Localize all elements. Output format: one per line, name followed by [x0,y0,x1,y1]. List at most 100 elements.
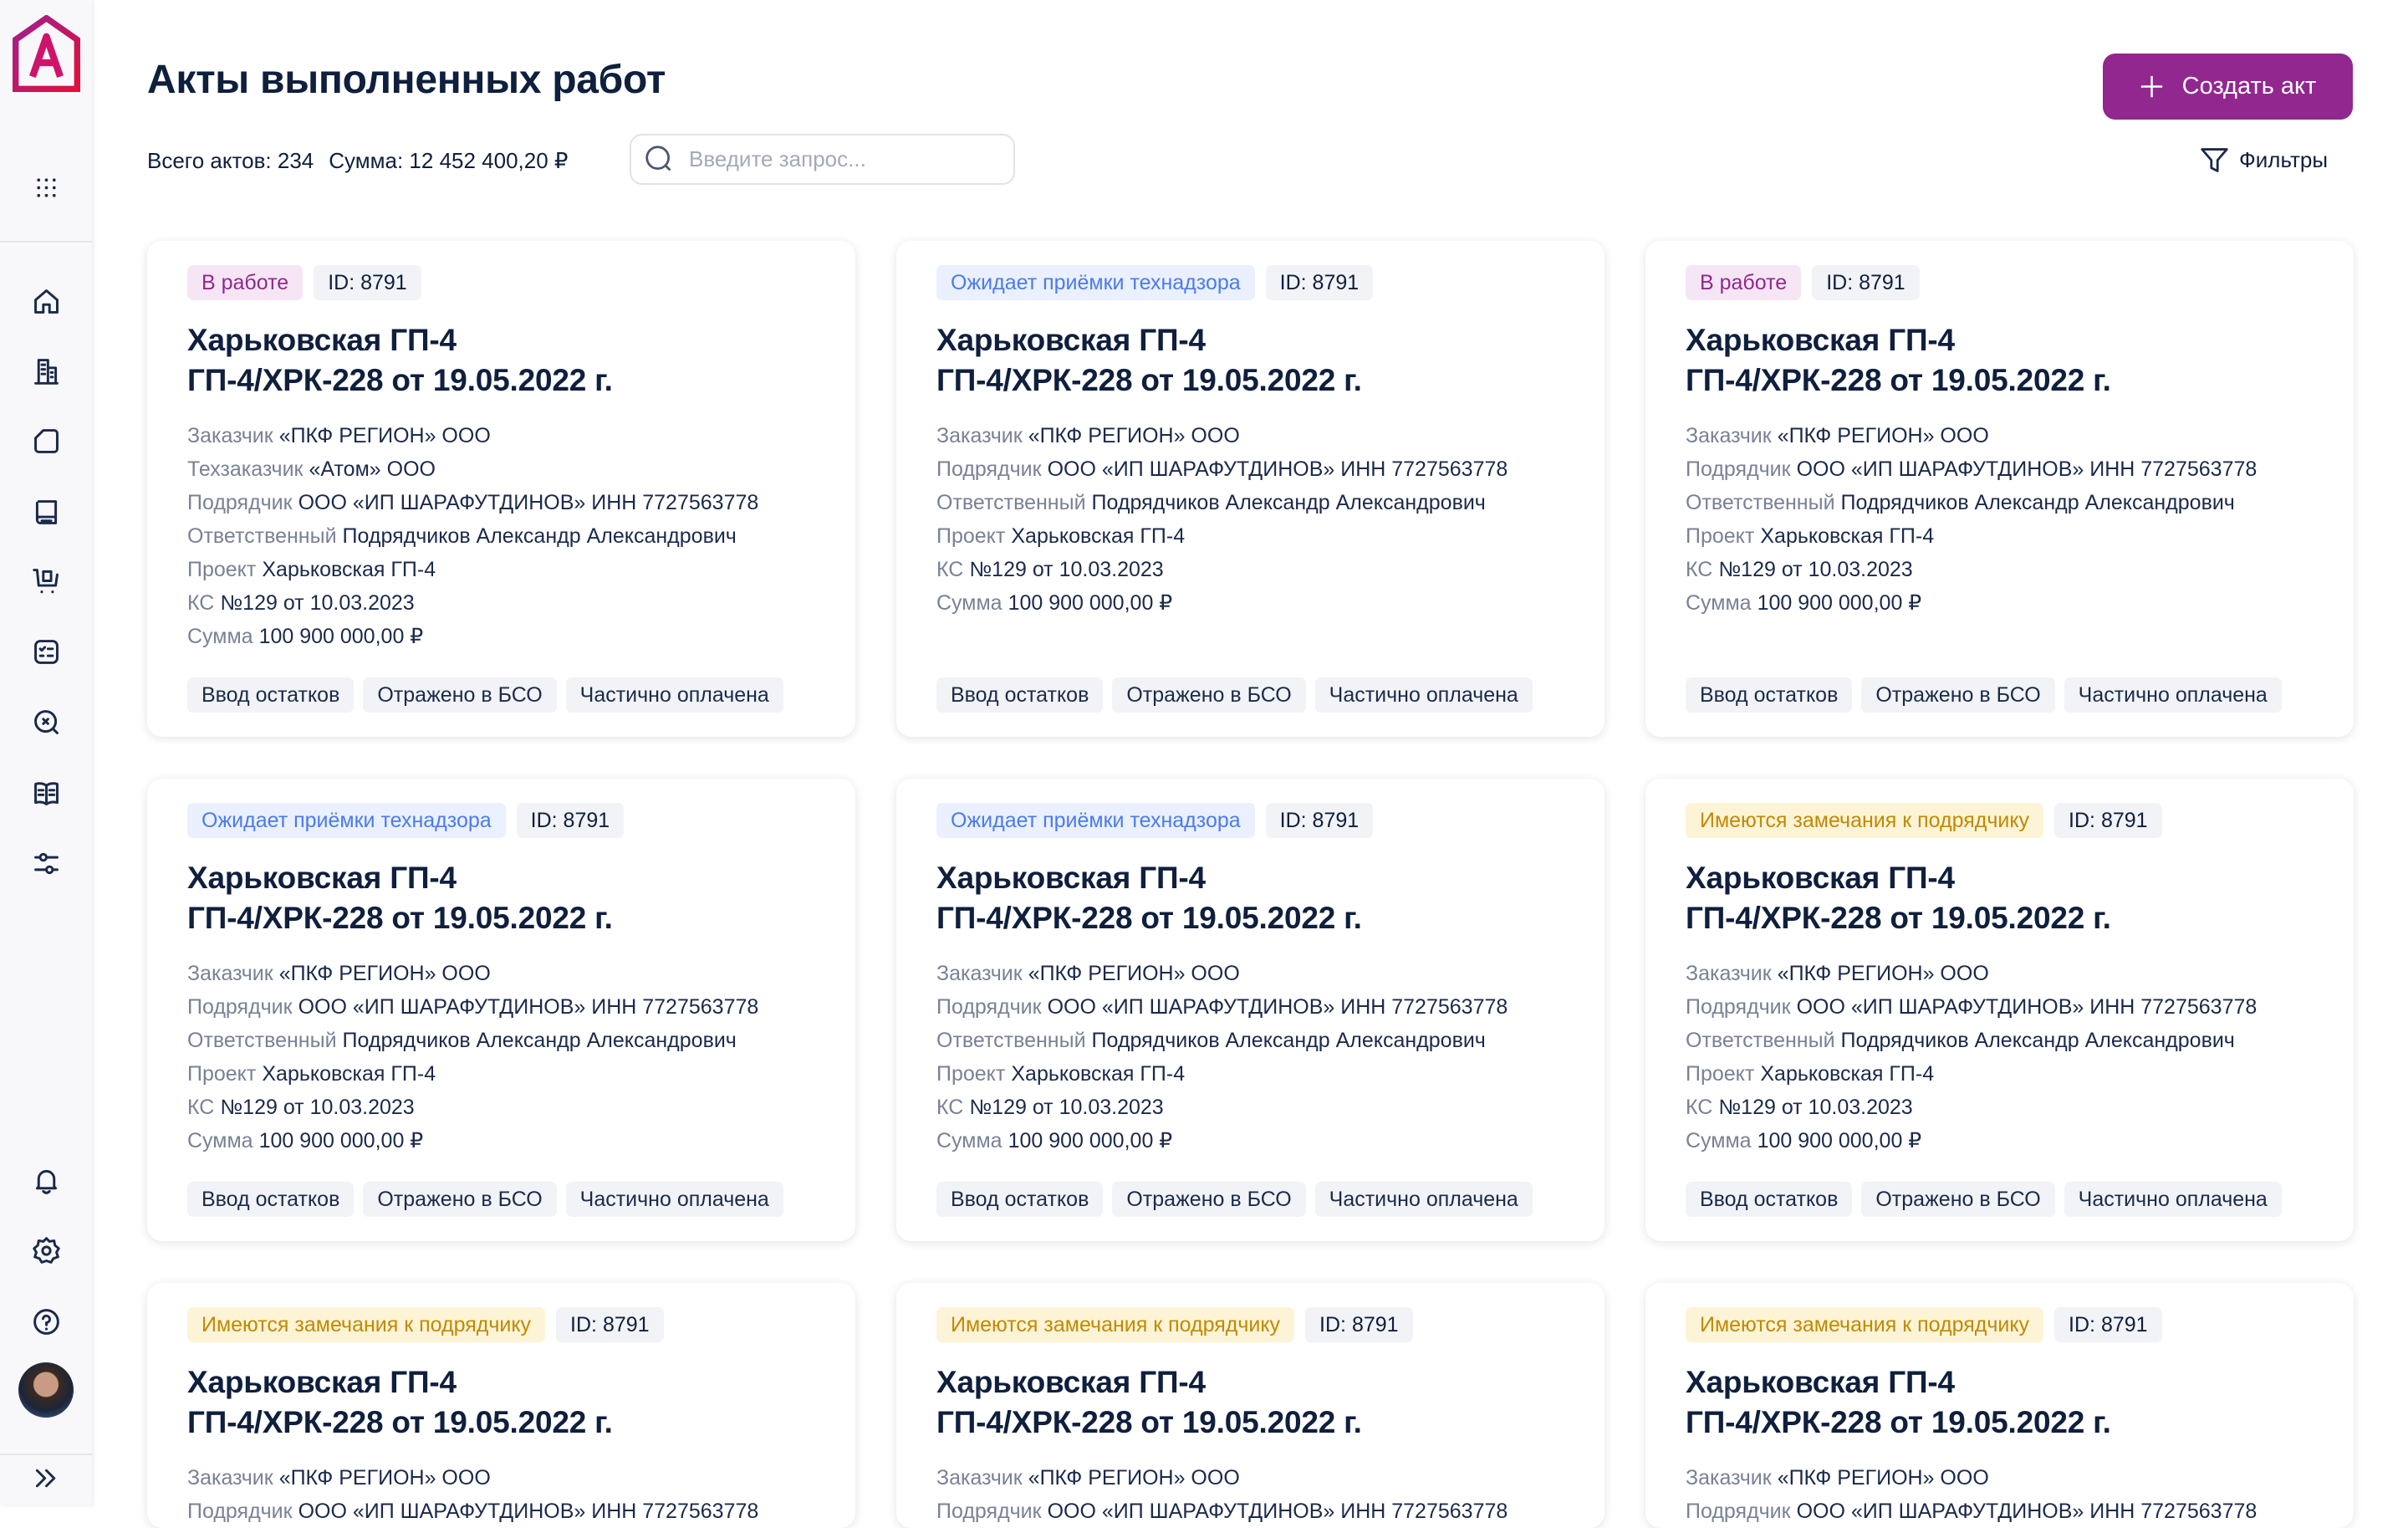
id-badge: ID: 8791 [1305,1307,1413,1342]
field-label: КС [187,591,215,615]
card-title[interactable]: Харьковская ГП-4 ГП-4/ХРК-228 от 19.05.20… [1686,320,2314,401]
act-card[interactable]: В работе ID: 8791 Харьковская ГП-4 ГП-4/ХРК… [147,241,855,737]
act-card[interactable]: Ожидает приёмки технадзора ID: 8791 Харько… [896,779,1604,1241]
tag-chip[interactable]: Ввод остатков [1686,677,1853,713]
avatar[interactable] [18,1362,74,1418]
act-card[interactable]: Имеются замечания к подрядчику ID: 8791 Ха… [147,1283,855,1528]
field-row: Сумма 100 900 000,00 ₽ [936,586,1564,620]
tag-chip[interactable]: Частично оплачена [1314,677,1533,713]
tag-chip[interactable]: Отражено в БСО [1861,1182,2055,1217]
filters-button[interactable]: Фильтры [2199,145,2328,176]
home-icon[interactable] [28,283,64,319]
field-row: Ответственный Подрядчиков Александр Алекс… [187,519,815,553]
tag-chip[interactable]: Ввод остатков [936,677,1104,713]
field-value: «ПКФ РЕГИОН» ООО [1028,962,1240,985]
card-tags: Ввод остатков Отражено в БСО Частично опла… [187,653,815,713]
apps-grid-icon[interactable] [28,169,64,206]
field-label: Подрядчик [1686,457,1791,481]
field-row: Сумма 100 900 000,00 ₽ [187,1124,815,1157]
card-badges: Имеются замечания к подрядчику ID: 8791 [1686,1307,2314,1342]
field-label: КС [1686,558,1713,581]
card-title[interactable]: Харьковская ГП-4 ГП-4/ХРК-228 от 19.05.20… [936,320,1564,401]
field-value: Харьковская ГП-4 [1760,524,1935,548]
field-row: Заказчик «ПКФ РЕГИОН» ООО [936,957,1564,990]
tag-chip[interactable]: Ввод остатков [187,677,355,713]
field-row: КС №129 от 10.03.2023 [1686,553,2314,586]
field-label: Подрядчик [1686,1500,1791,1523]
tag-chip[interactable]: Ввод остатков [936,1182,1104,1217]
act-card[interactable]: Ожидает приёмки технадзора ID: 8791 Харько… [896,241,1604,737]
id-badge: ID: 8791 [2054,803,2162,838]
tag-chip[interactable]: Отражено в БСО [1861,677,2055,713]
field-row: Ответственный Подрядчиков Александр Алекс… [1686,486,2314,519]
tag-chip[interactable]: Частично оплачена [2064,677,2282,713]
summary-stats: Всего актов: 234 Сумма: 12 452 400,20 ₽ [147,147,568,174]
bell-icon[interactable] [28,1162,64,1198]
act-card[interactable]: Имеются замечания к подрядчику ID: 8791 Ха… [896,1283,1604,1528]
card-title-line: Харьковская ГП-4 [936,1365,1206,1399]
card-title[interactable]: Харьковская ГП-4 ГП-4/ХРК-228 от 19.05.20… [936,858,1564,938]
document-icon[interactable] [28,422,64,459]
field-value: ООО «ИП ШАРАФУТДИНОВ» ИНН 7727563778 [1047,1500,1508,1523]
tag-chip[interactable]: Отражено в БСО [363,1182,557,1217]
field-row: КС №129 от 10.03.2023 [1686,1091,2314,1124]
field-value: Подрядчиков Александр Александрович [1091,491,1486,514]
field-row: КС №129 от 10.03.2023 [187,1091,815,1124]
search-input[interactable] [687,146,1000,173]
sliders-icon[interactable] [28,845,64,882]
status-badge: Имеются замечания к подрядчику [936,1307,1295,1342]
field-label: Заказчик [187,424,273,447]
tag-chip[interactable]: Частично оплачена [2064,1182,2282,1217]
app-logo[interactable] [13,15,80,92]
card-title[interactable]: Харьковская ГП-4 ГП-4/ХРК-228 от 19.05.20… [187,858,815,938]
field-label: КС [187,1096,215,1119]
field-value: «ПКФ РЕГИОН» ООО [1777,424,1989,447]
field-value: ООО «ИП ШАРАФУТДИНОВ» ИНН 7727563778 [298,491,759,514]
card-title[interactable]: Харьковская ГП-4 ГП-4/ХРК-228 от 19.05.20… [1686,1362,2314,1443]
cart-icon[interactable] [28,562,64,599]
tag-chip[interactable]: Отражено в БСО [1112,1182,1306,1217]
card-title[interactable]: Харьковская ГП-4 ГП-4/ХРК-228 от 19.05.20… [936,1362,1564,1443]
gear-icon[interactable] [28,1232,64,1269]
plus-icon [2140,75,2162,98]
tag-chip[interactable]: Ввод остатков [187,1182,355,1217]
search-cross-icon[interactable] [28,703,64,740]
field-row: Заказчик «ПКФ РЕГИОН» ООО [187,419,815,452]
field-row: Проект Харьковская ГП-4 [1686,519,2314,553]
field-label: Заказчик [187,1466,273,1490]
field-row: КС №129 от 10.03.2023 [187,586,815,620]
help-icon[interactable] [28,1303,64,1340]
field-row: Проект Харьковская ГП-4 [936,1057,1564,1091]
field-row: Проект Харьковская ГП-4 [187,1057,815,1091]
act-card[interactable]: Имеются замечания к подрядчику ID: 8791 Ха… [1645,1283,2354,1528]
book-icon[interactable] [28,493,64,530]
tag-chip[interactable]: Отражено в БСО [363,677,557,713]
act-card[interactable]: Ожидает приёмки технадзора ID: 8791 Харько… [147,779,855,1241]
card-badges: В работе ID: 8791 [1686,265,2314,300]
act-card[interactable]: Имеются замечания к подрядчику ID: 8791 Ха… [1645,779,2354,1241]
field-row: Заказчик «ПКФ РЕГИОН» ООО [1686,957,2314,990]
card-title[interactable]: Харьковская ГП-4 ГП-4/ХРК-228 от 19.05.20… [1686,858,2314,938]
field-value: №129 от 10.03.2023 [1718,558,1913,581]
card-title[interactable]: Харьковская ГП-4 ГП-4/ХРК-228 от 19.05.20… [187,1362,815,1443]
field-row: Подрядчик ООО «ИП ШАРАФУТДИНОВ» ИНН 77275… [1686,1495,2314,1528]
search-box[interactable] [630,134,1015,185]
field-label: Ответственный [187,1029,337,1052]
page-title: Акты выполненных работ [147,58,666,102]
card-subtitle-line: ГП-4/ХРК-228 от 19.05.2022 г. [1686,1405,2111,1439]
expand-sidebar-icon[interactable] [28,1459,64,1496]
tag-chip[interactable]: Ввод остатков [1686,1182,1853,1217]
field-value: №129 от 10.03.2023 [969,558,1164,581]
tag-chip[interactable]: Частично оплачена [565,677,783,713]
field-row: Заказчик «ПКФ РЕГИОН» ООО [1686,419,2314,452]
tag-chip[interactable]: Частично оплачена [1314,1182,1533,1217]
act-card[interactable]: В работе ID: 8791 Харьковская ГП-4 ГП-4/ХРК… [1645,241,2354,737]
open-book-icon[interactable] [28,774,64,811]
tag-chip[interactable]: Частично оплачена [565,1182,783,1217]
building-icon[interactable] [28,352,64,389]
card-title[interactable]: Харьковская ГП-4 ГП-4/ХРК-228 от 19.05.20… [187,320,815,401]
tag-chip[interactable]: Отражено в БСО [1112,677,1306,713]
checklist-icon[interactable] [28,633,64,670]
create-act-button[interactable]: Создать акт [2103,54,2353,120]
field-value: Харьковская ГП-4 [262,558,436,581]
